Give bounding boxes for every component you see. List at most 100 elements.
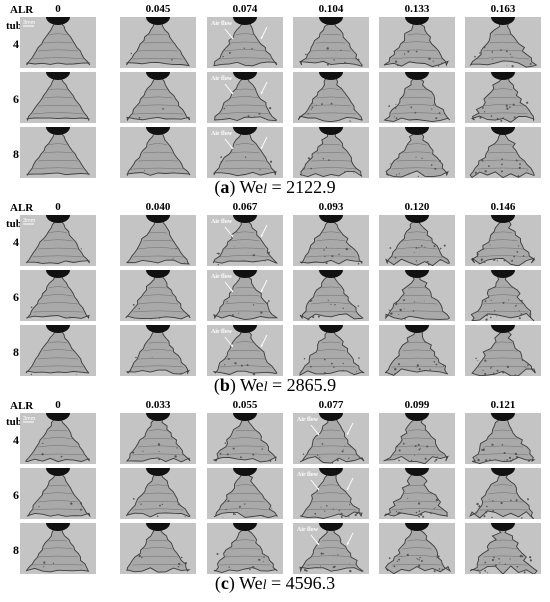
spray-image xyxy=(120,72,196,123)
spray-photo: 3mm xyxy=(20,17,96,68)
alr-value-label: 0.099 xyxy=(404,399,430,411)
spray-image xyxy=(120,17,196,68)
alr-value-label: 0.093 xyxy=(318,201,344,213)
spray-cone xyxy=(25,330,90,374)
weber-label: We xyxy=(240,375,264,395)
spray-image xyxy=(207,468,283,519)
air-flow-arrow xyxy=(260,279,268,293)
weber-subscript: l xyxy=(262,578,267,593)
spray-cone xyxy=(299,22,363,67)
alr-value-label: 0 xyxy=(55,3,61,15)
spray-image xyxy=(465,215,541,266)
scale-label: 3mm xyxy=(23,416,36,422)
spray-cone xyxy=(25,528,90,573)
nozzle xyxy=(146,17,170,25)
spray-image xyxy=(379,523,455,574)
spray-cone xyxy=(212,330,278,375)
spray-photo xyxy=(379,215,455,266)
spray-cone xyxy=(26,22,91,66)
spray-cone xyxy=(299,132,363,178)
nozzle xyxy=(46,215,70,223)
spray-cone xyxy=(125,330,191,375)
spray-photo xyxy=(120,17,196,68)
nozzle xyxy=(46,413,70,421)
alr-value-label: 0.146 xyxy=(490,201,516,213)
spray-cone xyxy=(299,473,363,519)
spray-photo xyxy=(20,468,96,519)
air-flow-label: Air flow xyxy=(211,131,233,137)
spray-photo xyxy=(120,215,196,266)
spray-photo xyxy=(207,413,283,464)
caption-letter: c xyxy=(220,573,229,593)
spray-image xyxy=(207,413,283,464)
spray-photo xyxy=(465,215,541,266)
spray-photo xyxy=(207,468,283,519)
spray-photo xyxy=(120,413,196,464)
spray-photo: Air flow xyxy=(293,468,369,519)
spray-photo xyxy=(20,72,96,123)
spray-photo xyxy=(20,523,96,574)
air-flow-arrow xyxy=(260,136,268,150)
spray-image xyxy=(120,523,196,574)
spray-photo xyxy=(379,17,455,68)
spray-cone xyxy=(385,220,451,266)
spray-image xyxy=(465,325,541,376)
spray-cone xyxy=(470,77,535,123)
spray-cone xyxy=(213,132,277,177)
spray-image: Air flow xyxy=(207,17,283,68)
nozzle xyxy=(319,325,343,333)
figure-panel-c: ALR tubes 0 0.033 0.055 0.077 0.099 0.121 4 3mm Ai… xyxy=(0,396,550,594)
nozzle xyxy=(146,468,170,476)
spray-image xyxy=(20,127,96,178)
spray-photo xyxy=(293,325,369,376)
spray-image: 3mm xyxy=(20,413,96,464)
spray-image xyxy=(120,413,196,464)
alr-value-label: 0.121 xyxy=(490,399,516,411)
spray-photo: Air flow xyxy=(293,523,369,574)
nozzle xyxy=(491,72,515,80)
nozzle xyxy=(233,413,257,421)
spray-image xyxy=(465,523,541,574)
nozzle xyxy=(319,468,343,476)
spray-image xyxy=(20,523,96,574)
alr-value-label: 0.067 xyxy=(232,201,258,213)
spray-cone xyxy=(384,528,452,574)
tube-count-label: 6 xyxy=(13,92,19,106)
tube-count-label: 6 xyxy=(13,290,19,304)
spray-photo xyxy=(293,215,369,266)
spray-photo xyxy=(207,523,283,574)
spray-photo xyxy=(20,127,96,178)
spray-cone xyxy=(125,473,191,518)
alr-value-label: 0.163 xyxy=(490,3,516,15)
weber-subscript: l xyxy=(263,182,267,197)
spray-image xyxy=(207,523,283,574)
spray-cone xyxy=(126,528,191,573)
nozzle xyxy=(233,17,257,25)
nozzle xyxy=(491,270,515,278)
spray-cone xyxy=(213,77,278,122)
spray-cone xyxy=(469,473,535,519)
spray-image: Air flow xyxy=(207,72,283,123)
spray-photo: Air flow xyxy=(293,413,369,464)
alr-value-label: 0.077 xyxy=(318,399,344,411)
spray-cone xyxy=(213,275,278,321)
alr-value-label: 0.133 xyxy=(404,3,430,15)
spray-cone xyxy=(299,220,363,265)
nozzle xyxy=(491,325,515,333)
spray-image xyxy=(465,413,541,464)
nozzle xyxy=(491,523,515,531)
spray-photo: Air flow xyxy=(207,72,283,123)
weber-value: = 2122.9 xyxy=(271,177,336,197)
nozzle xyxy=(319,72,343,80)
spray-cone xyxy=(26,132,90,176)
spray-image: Air flow xyxy=(293,468,369,519)
nozzle xyxy=(405,215,429,223)
air-flow-arrow xyxy=(346,477,354,491)
nozzle xyxy=(233,468,257,476)
spray-image xyxy=(293,215,369,266)
figure-panel-b: ALR tubes 0 0.040 0.067 0.093 0.120 0.146 4 3mm Ai… xyxy=(0,198,550,396)
spray-photo xyxy=(120,468,196,519)
air-flow-label: Air flow xyxy=(297,417,319,423)
spray-cone xyxy=(26,275,90,320)
spray-cone xyxy=(469,528,538,574)
